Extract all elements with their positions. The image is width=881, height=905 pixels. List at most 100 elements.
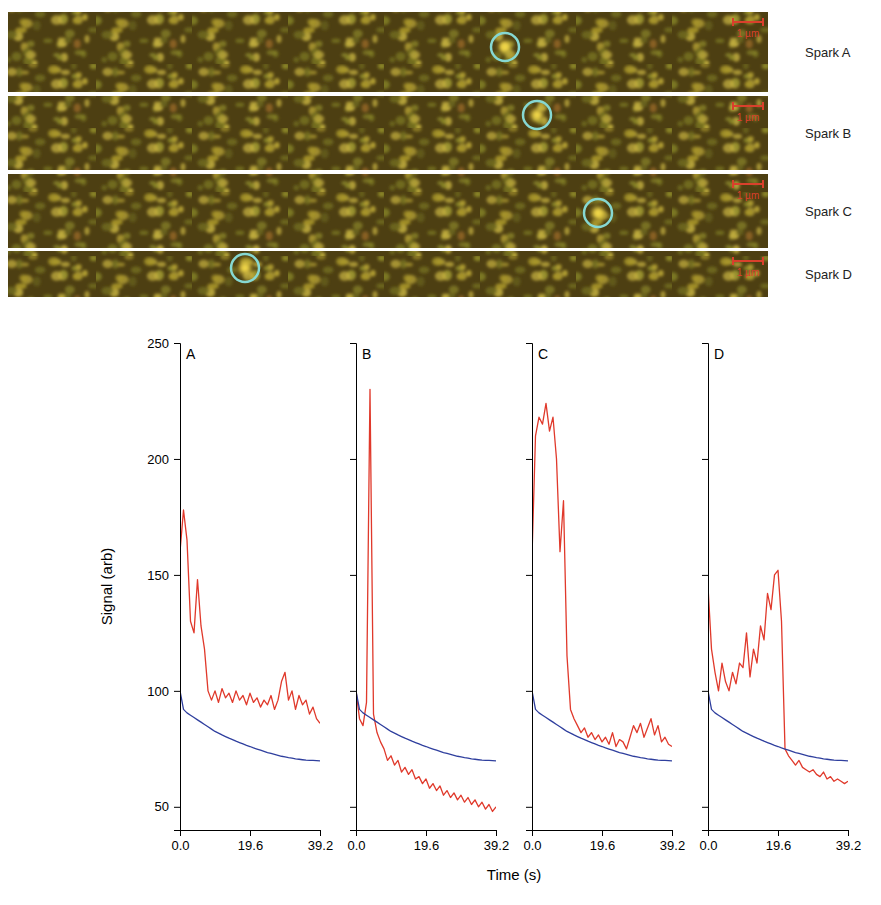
tick-mark: [602, 830, 603, 836]
series-line: [180, 510, 320, 723]
panel: 0.0 19.6 39.2 D: [699, 344, 861, 854]
series-line: [532, 691, 672, 761]
image-label: Spark A: [805, 45, 851, 60]
tick: [350, 575, 356, 576]
tick: 50: [155, 799, 180, 814]
tick-label: 0.0: [523, 838, 541, 853]
tick-mark: [250, 830, 251, 836]
spark-spot: [531, 109, 543, 121]
tick: 200: [147, 452, 180, 467]
tick-mark: [320, 830, 321, 836]
image-strip: 1 µm: [8, 251, 768, 297]
tick-label: 50: [155, 799, 169, 814]
scale-bar-cap: [732, 18, 734, 26]
tick-mark: [526, 575, 532, 576]
tick-mark: [350, 575, 356, 576]
tick-label: 250: [147, 336, 169, 351]
panel: 0.019.639.2C: [523, 344, 685, 854]
tick-label: 19.6: [238, 838, 263, 853]
tick: [702, 691, 708, 692]
tick: [526, 343, 532, 344]
tick: 0.0: [523, 830, 541, 853]
series-line: [180, 691, 320, 761]
tick-label: 19.6: [590, 838, 615, 853]
tick-mark: [174, 459, 180, 460]
tick-label: 19.6: [414, 838, 439, 853]
micrograph: [8, 174, 768, 248]
axis-line: [357, 831, 497, 837]
x-axis: 0.0 19.6 39.2: [699, 830, 861, 853]
scale-bar-cap: [762, 102, 764, 110]
spark-spot: [239, 262, 251, 274]
spark-spot: [592, 207, 604, 219]
tick: [702, 575, 708, 576]
axis-line: [526, 344, 533, 831]
tick: 19.6: [590, 830, 615, 853]
image-label: Spark C: [805, 204, 852, 219]
image-label: Spark B: [805, 126, 851, 141]
panel: 0.019.639.2B: [347, 344, 509, 854]
series-line: [708, 691, 848, 761]
tick: [526, 575, 532, 576]
series-line: [356, 389, 496, 811]
spark-marker: [523, 101, 551, 129]
y-axis: [702, 344, 709, 831]
tick-mark: [702, 343, 708, 344]
tick: 100: [147, 684, 180, 699]
tick-mark: [702, 807, 708, 808]
scale-bar-label: 1 µm: [737, 190, 759, 201]
tick: 19.6: [414, 830, 439, 853]
tick-mark: [350, 807, 356, 808]
micrograph: [8, 251, 768, 297]
x-axis: 0.019.639.2: [347, 830, 509, 853]
tick: [350, 807, 356, 808]
tick-mark: [496, 830, 497, 836]
scale-bar: [733, 105, 763, 107]
tick-mark: [702, 691, 708, 692]
panel-title: D: [714, 346, 724, 362]
tick: [350, 459, 356, 460]
tick-mark: [174, 807, 180, 808]
micrograph: [8, 96, 768, 170]
tick-label: 39.2: [308, 838, 333, 853]
tick-mark: [526, 459, 532, 460]
scale-bar: [733, 183, 763, 185]
tick: [350, 343, 356, 344]
scale-bar-cap: [762, 18, 764, 26]
tick: 19.6: [766, 830, 791, 853]
spark-spot: [499, 41, 511, 53]
micrograph: [8, 12, 768, 92]
y-axis: [350, 344, 357, 831]
tick-mark: [174, 343, 180, 344]
scale-bar-label: 1 µm: [737, 267, 759, 278]
tick: 250: [147, 336, 180, 351]
tick-label: 0.0: [699, 838, 717, 853]
image-strip: 1 µm: [8, 12, 768, 92]
tick-mark: [526, 691, 532, 692]
axis-line: [533, 831, 673, 837]
tick-mark: [672, 830, 673, 836]
axis-line: [702, 344, 709, 831]
plot-area: [180, 510, 320, 761]
axis-line: [174, 344, 181, 831]
tick-label: 39.2: [660, 838, 685, 853]
tick-label: 0.0: [171, 838, 189, 853]
tick: 39.2: [308, 830, 333, 853]
axis-line: [181, 831, 321, 837]
tick: 0.0: [699, 830, 717, 853]
tick: 39.2: [836, 830, 861, 853]
tick-mark: [174, 575, 180, 576]
tick: [526, 807, 532, 808]
image-label: Spark D: [805, 267, 852, 282]
scale-bar-cap: [732, 102, 734, 110]
spark-marker: [231, 254, 259, 282]
series-line: [532, 403, 672, 749]
tick-mark: [174, 691, 180, 692]
tick: 39.2: [660, 830, 685, 853]
series-line: [356, 691, 496, 761]
tick-label: 0.0: [347, 838, 365, 853]
scale-bar-label: 1 µm: [737, 112, 759, 123]
figure: 1 µm Spark A 1 µm Spark B 1 µm Spark C 1 µm Spa…: [0, 0, 881, 905]
tick-mark: [702, 459, 708, 460]
scale-bar: [733, 260, 763, 262]
